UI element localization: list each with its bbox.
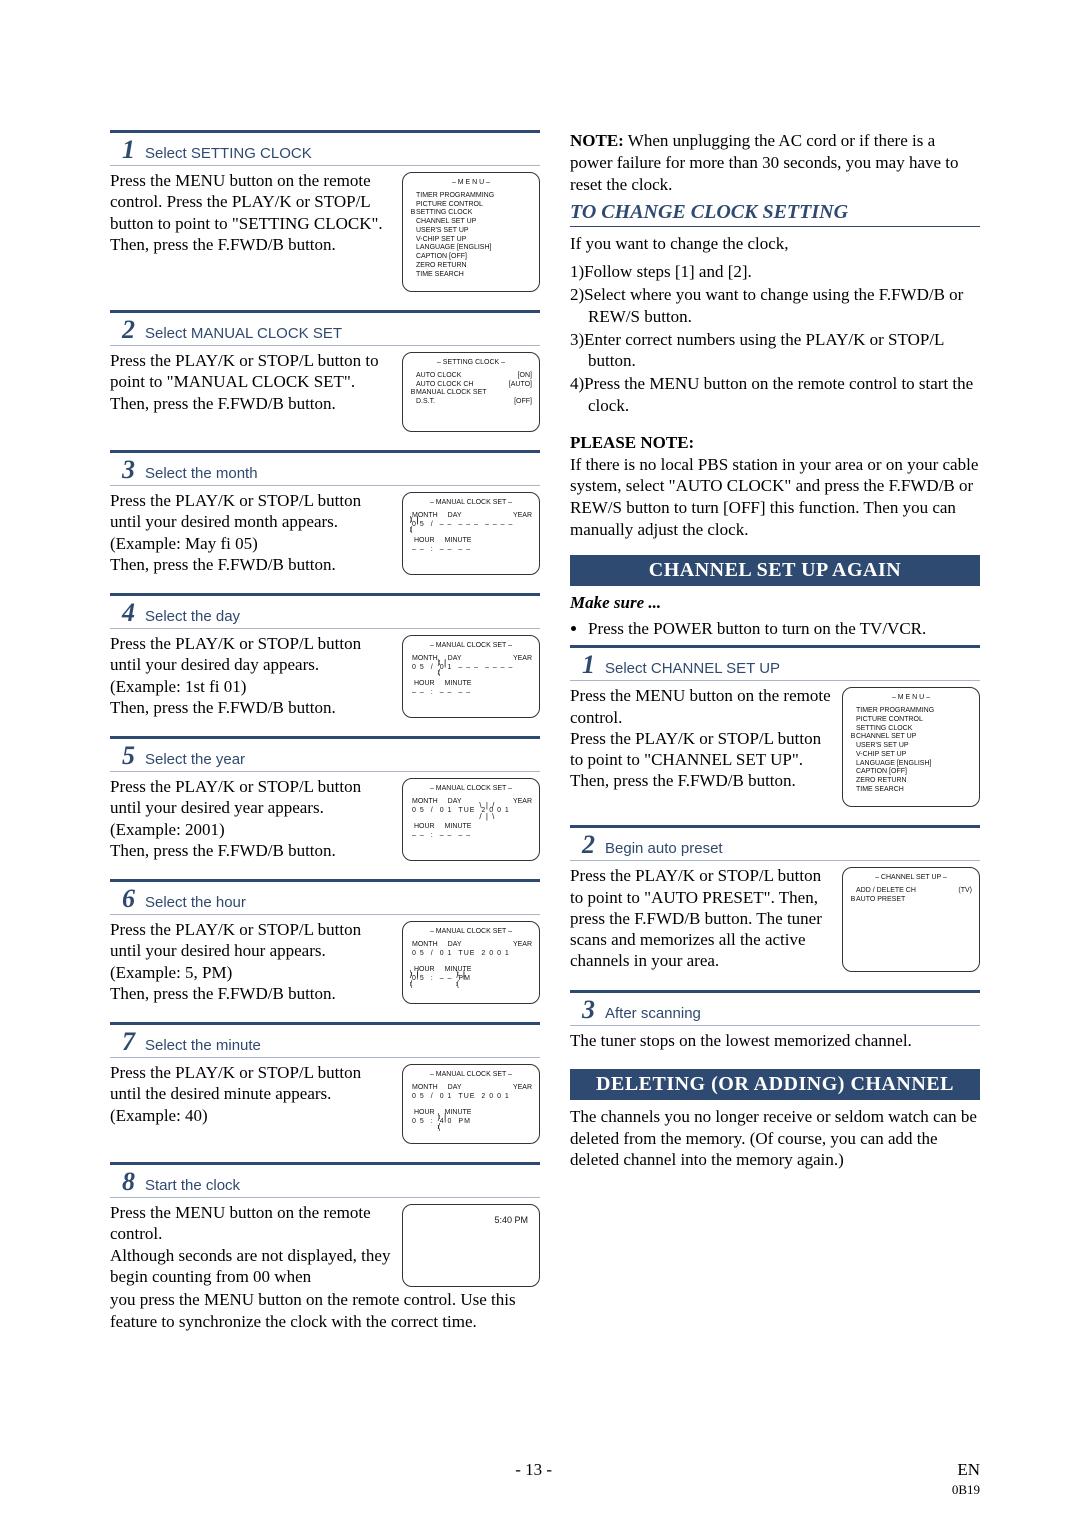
note-text: When unplugging the AC cord or if there … (570, 131, 959, 194)
step-text: Press the PLAY/K or STOP/L button to poi… (570, 865, 834, 971)
step-header-rule: 3 Select the month (110, 450, 540, 486)
step-header-rule: 1 Select SETTING CLOCK (110, 130, 540, 166)
step-number: 6 (122, 884, 135, 914)
makesure-item: Press the POWER button to turn on the TV… (588, 619, 980, 639)
makesure-block: Make sure ... (570, 592, 980, 614)
menu-box: – SETTING CLOCK – AUTO CLOCK[ON]AUTO CLO… (402, 352, 540, 432)
step-text: Press the PLAY/K or STOP/L button until … (110, 633, 394, 718)
manual-clock-set-box: – MANUAL CLOCK SET – MONTHDAYYEAR 0 5/ 0… (402, 1064, 540, 1144)
step-title: After scanning (605, 1005, 701, 1022)
step-text: The tuner stops on the lowest memorized … (570, 1030, 980, 1051)
page-number: - 13 - (515, 1460, 552, 1480)
left-column: 1 Select SETTING CLOCK Press the MENU bu… (110, 130, 540, 1351)
step-number: 3 (582, 995, 595, 1025)
menu-box: – M E N U – TIMER PROGRAMMINGPICTURE CON… (842, 687, 980, 807)
step-block: 3 After scanning The tuner stops on the … (570, 990, 980, 1051)
step-header-rule: 8 Start the clock (110, 1162, 540, 1198)
page-footer: - 13 - EN (110, 1460, 980, 1480)
step-block: 3 Select the month Press the PLAY/K or S… (110, 450, 540, 575)
step-block: 6 Select the hour Press the PLAY/K or ST… (110, 879, 540, 1004)
menu-box: – CHANNEL SET UP – ADD / DELETE CH(TV)BA… (842, 867, 980, 971)
step-text: Press the PLAY/K or STOP/L button until … (110, 776, 394, 861)
note-block: NOTE: When unplugging the AC cord or if … (570, 130, 980, 195)
note-label: NOTE: (570, 131, 624, 150)
step-text: Press the PLAY/K or STOP/L button until … (110, 490, 394, 575)
manual-clock-set-box: – MANUAL CLOCK SET – MONTHDAYYEAR 0 5/ 0… (402, 635, 540, 718)
step-title: Begin auto preset (605, 840, 723, 857)
deleting-band: DELETING (OR ADDING) CHANNEL (570, 1069, 980, 1100)
step-block: 7 Select the minute Press the PLAY/K or … (110, 1022, 540, 1144)
step-title: Select CHANNEL SET UP (605, 660, 780, 677)
change-list-item: 3)Enter correct numbers using the PLAY/K… (570, 329, 980, 372)
step-header-rule: 6 Select the hour (110, 879, 540, 915)
step-title: Select the day (145, 608, 240, 625)
step-block: 2 Select MANUAL CLOCK SET Press the PLAY… (110, 310, 540, 432)
clock-time: 5:40 PM (410, 1211, 532, 1226)
please-label: PLEASE NOTE: (570, 433, 694, 452)
step-title: Select MANUAL CLOCK SET (145, 325, 342, 342)
step-header-rule: 2 Select MANUAL CLOCK SET (110, 310, 540, 346)
manual-clock-set-box: – MANUAL CLOCK SET – MONTHDAYYEAR 0 5/ 0… (402, 778, 540, 861)
step-number: 4 (122, 598, 135, 628)
step-title: Select the minute (145, 1037, 261, 1054)
channel-setup-band: CHANNEL SET UP AGAIN (570, 555, 980, 586)
change-list: 1)Follow steps [1] and [2].2)Select wher… (570, 261, 980, 416)
step-text: Press the PLAY/K or STOP/L button until … (110, 919, 394, 1004)
step-header-rule: 7 Select the minute (110, 1022, 540, 1058)
step-number: 1 (122, 135, 135, 165)
menu-box: – M E N U – TIMER PROGRAMMINGPICTURE CON… (402, 172, 540, 292)
step-after-text: you press the MENU button on the remote … (110, 1289, 540, 1333)
step-title: Select the month (145, 465, 258, 482)
footer-lang: EN (957, 1460, 980, 1480)
step-title: Select the hour (145, 894, 246, 911)
makesure-list: Press the POWER button to turn on the TV… (570, 619, 980, 639)
footer-code: 0B19 (952, 1482, 980, 1498)
step-header-rule: 3 After scanning (570, 990, 980, 1026)
right-column: NOTE: When unplugging the AC cord or if … (570, 130, 980, 1351)
change-list-item: 2)Select where you want to change using … (570, 284, 980, 327)
change-list-item: 1)Follow steps [1] and [2]. (570, 261, 980, 282)
manual-clock-set-box: – MANUAL CLOCK SET – MONTHDAYYEAR 0 5\ |… (402, 492, 540, 575)
step-header-rule: 5 Select the year (110, 736, 540, 772)
step-title: Select the year (145, 751, 245, 768)
step-text: Press the PLAY/K or STOP/L button to poi… (110, 350, 394, 432)
clock-display-box: 5:40 PM (402, 1204, 540, 1287)
step-title: Select SETTING CLOCK (145, 145, 312, 162)
please-text: If there is no local PBS station in your… (570, 455, 978, 539)
step-text: Press the MENU button on the remote cont… (110, 1202, 394, 1287)
makesure-label: Make sure ... (570, 593, 661, 612)
channel-steps: 1 Select CHANNEL SET UP Press the MENU b… (570, 645, 980, 1051)
change-clock-title: TO CHANGE CLOCK SETTING (570, 201, 980, 227)
step-number: 3 (122, 455, 135, 485)
step-text: Press the MENU button on the remote cont… (570, 685, 834, 807)
step-header-rule: 2 Begin auto preset (570, 825, 980, 861)
manual-clock-set-box: – MANUAL CLOCK SET – MONTHDAYYEAR 0 5/ 0… (402, 921, 540, 1004)
step-block: 2 Begin auto preset Press the PLAY/K or … (570, 825, 980, 971)
change-list-item: 4)Press the MENU button on the remote co… (570, 373, 980, 416)
step-text: Press the MENU button on the remote cont… (110, 170, 394, 292)
step-number: 8 (122, 1167, 135, 1197)
step-header-rule: 1 Select CHANNEL SET UP (570, 645, 980, 681)
step-title: Start the clock (145, 1177, 240, 1194)
step-number: 5 (122, 741, 135, 771)
please-block: PLEASE NOTE: If there is no local PBS st… (570, 432, 980, 541)
page-content: 1 Select SETTING CLOCK Press the MENU bu… (0, 0, 1080, 1411)
step-block: 5 Select the year Press the PLAY/K or ST… (110, 736, 540, 861)
step-block: 1 Select SETTING CLOCK Press the MENU bu… (110, 130, 540, 292)
step-number: 7 (122, 1027, 135, 1057)
step-block: 4 Select the day Press the PLAY/K or STO… (110, 593, 540, 718)
step-block: 1 Select CHANNEL SET UP Press the MENU b… (570, 645, 980, 807)
step-number: 1 (582, 650, 595, 680)
deleting-text: The channels you no longer receive or se… (570, 1106, 980, 1171)
step-block: 8 Start the clock Press the MENU button … (110, 1162, 540, 1333)
change-intro: If you want to change the clock, (570, 233, 980, 255)
step-number: 2 (122, 315, 135, 345)
step-header-rule: 4 Select the day (110, 593, 540, 629)
step-text: Press the PLAY/K or STOP/L button until … (110, 1062, 394, 1144)
step-number: 2 (582, 830, 595, 860)
